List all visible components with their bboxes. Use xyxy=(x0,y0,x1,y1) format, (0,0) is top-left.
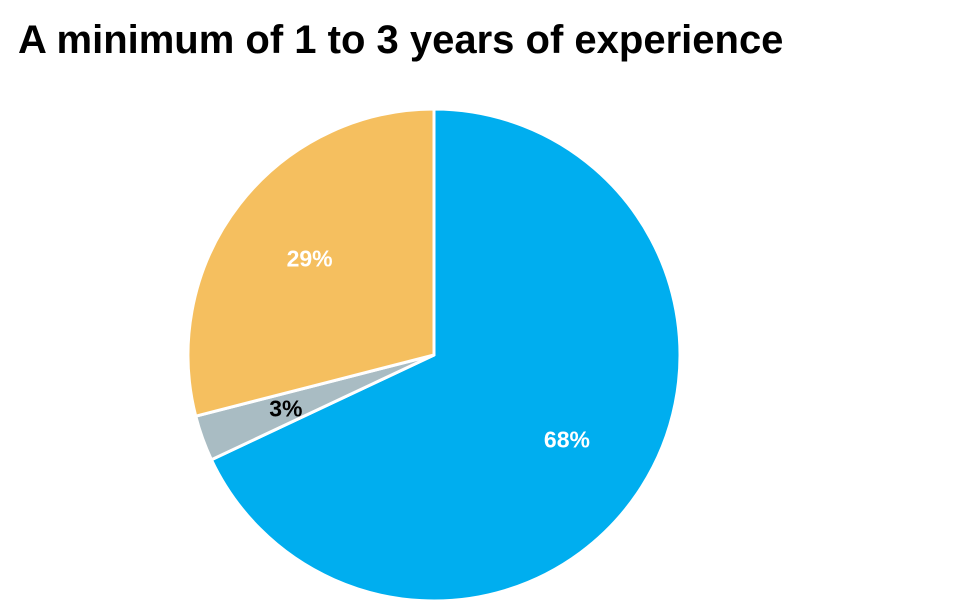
slice-29-label: 29% xyxy=(287,246,333,272)
slice-68-label: 68% xyxy=(544,426,590,452)
slice-3-label: 3% xyxy=(269,395,302,421)
slice-68 xyxy=(209,107,682,601)
chart-title: A minimum of 1 to 3 years of experience xyxy=(18,18,784,62)
slice-29 xyxy=(186,107,436,418)
